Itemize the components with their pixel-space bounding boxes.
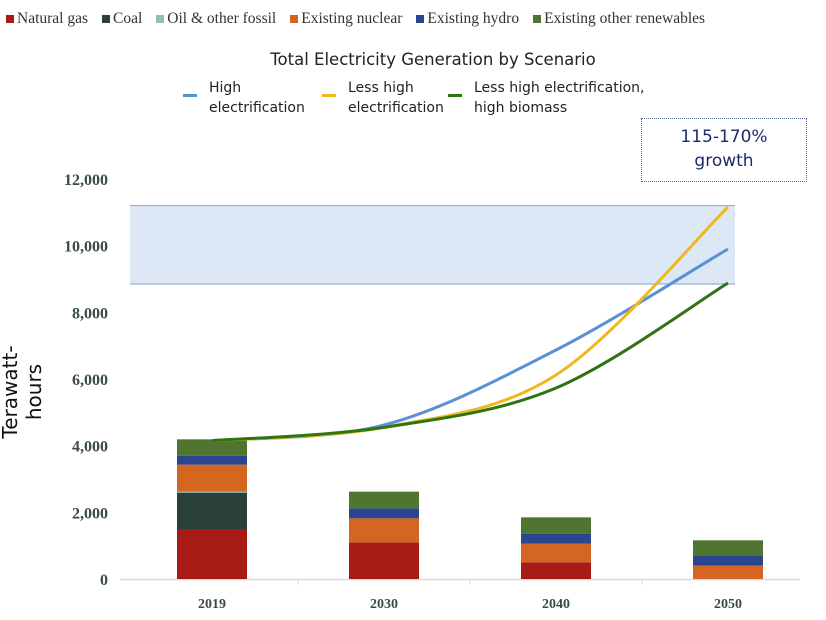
x-tick-label: 2019 <box>198 597 226 612</box>
legend-item: Natural gas <box>6 10 88 28</box>
bar-segment <box>349 508 419 519</box>
line-legend-swatch <box>183 94 197 97</box>
growth-annotation-line2: growth <box>694 151 754 171</box>
line-legend-label: electrification <box>209 100 305 116</box>
y-tick-label: 12,000 <box>64 172 108 189</box>
legend-swatch <box>156 15 165 23</box>
line-legend-label: High <box>209 80 242 96</box>
bar-segment <box>177 492 247 529</box>
line-legend-item: High electrification <box>183 78 305 118</box>
chart-title: Total Electricity Generation by Scenario <box>270 50 596 69</box>
bar-legend: Natural gas Coal Oil & other fossil Existin… <box>6 10 705 28</box>
bar-segment <box>177 439 247 456</box>
legend-label: Coal <box>113 10 143 27</box>
bar-segment <box>521 533 591 544</box>
line-legend-label: electrification <box>348 100 444 116</box>
y-tick-label: 2,000 <box>72 505 108 522</box>
legend-item: Oil & other fossil <box>156 10 276 28</box>
line-legend-swatch <box>322 94 336 97</box>
bar-segment <box>521 517 591 534</box>
legend-item: Coal <box>102 10 142 28</box>
bar-segment <box>521 562 591 579</box>
y-tick-label: 10,000 <box>64 239 108 256</box>
bar-segment <box>349 491 419 509</box>
line-legend-swatch <box>448 94 462 97</box>
bar-segment <box>177 529 247 579</box>
legend-item: Existing nuclear <box>290 10 402 28</box>
x-tick-label: 2030 <box>370 597 398 612</box>
bar-segment <box>177 491 247 493</box>
growth-annotation-line1: 115-170% <box>680 127 768 147</box>
x-tick-label: 2040 <box>542 597 570 612</box>
line-legend-label: Less high electrification, <box>474 80 645 96</box>
legend-item: Existing hydro <box>416 10 519 28</box>
y-tick-label: 0 <box>100 572 108 589</box>
legend-label: Existing hydro <box>427 10 520 27</box>
legend-label: Existing other renewables <box>544 10 706 27</box>
line-legend-label: Less high <box>348 80 414 96</box>
y-tick-label: 4,000 <box>72 439 108 456</box>
bar-segment <box>693 540 763 556</box>
legend-swatch <box>416 15 425 23</box>
y-tick-label: 8,000 <box>72 305 108 322</box>
series-line <box>211 281 729 443</box>
y-tick-label: 6,000 <box>72 372 108 389</box>
bar-segment <box>521 543 591 563</box>
bar-segment <box>693 565 763 579</box>
x-tick-label: 2050 <box>714 597 742 612</box>
legend-swatch <box>290 15 299 23</box>
bar-segment <box>177 464 247 492</box>
bar-segment <box>177 455 247 465</box>
line-legend-label: high biomass <box>474 100 568 116</box>
line-legend-item: Less high electrification, high biomass <box>448 78 645 118</box>
legend-swatch <box>6 15 14 23</box>
legend-label: Existing nuclear <box>301 10 403 27</box>
bar-segment <box>349 542 419 579</box>
line-legend-item: Less high electrification <box>322 78 444 118</box>
legend-label: Oil & other fossil <box>167 10 277 27</box>
legend-item: Existing other renewables <box>533 10 705 28</box>
bar-segment <box>349 518 419 543</box>
legend-swatch <box>102 15 111 23</box>
legend-label: Natural gas <box>17 10 89 27</box>
bar-segment <box>693 556 763 566</box>
legend-swatch <box>533 15 542 23</box>
growth-annotation: 115-170% growth <box>641 118 807 182</box>
growth-band <box>130 205 735 284</box>
